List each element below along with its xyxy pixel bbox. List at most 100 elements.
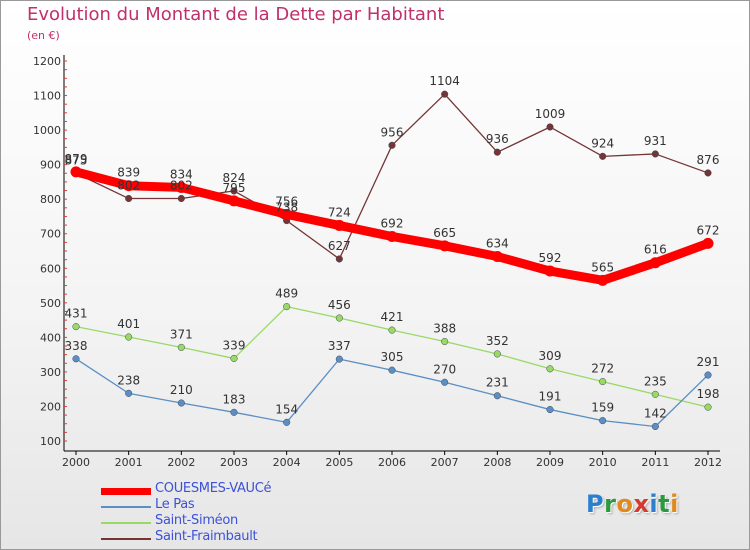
data-point: [283, 418, 291, 426]
data-point: [651, 390, 659, 398]
data-label: 616: [644, 243, 667, 257]
logo-letter: i: [649, 490, 659, 518]
data-label: 489: [275, 287, 298, 301]
legend-label: Saint-Fraimbault: [155, 529, 258, 544]
data-point: [72, 355, 80, 363]
legend-swatch: [101, 506, 151, 508]
data-label: 756: [275, 194, 298, 208]
y-tick-label: 1200: [33, 55, 61, 68]
logo-letter: o: [616, 490, 634, 518]
x-tick-label: 2010: [589, 456, 617, 469]
legend-swatch: [101, 522, 151, 524]
x-tick-label: 2011: [641, 456, 669, 469]
data-point: [125, 389, 133, 397]
data-point: [491, 251, 503, 263]
y-tick-label: 800: [40, 193, 61, 206]
data-point: [125, 333, 133, 341]
legend-label: Le Pas: [155, 497, 195, 512]
data-label: 337: [328, 339, 351, 353]
logo-letter: P: [586, 490, 605, 518]
data-point: [599, 378, 607, 386]
data-point: [546, 123, 554, 131]
legend-label: COUESMES-VAUCé: [155, 481, 272, 496]
data-point: [228, 195, 240, 207]
data-label: 388: [433, 322, 456, 336]
logo-letter: i: [670, 490, 679, 518]
data-label: 738: [275, 201, 298, 215]
data-label: 672: [697, 223, 720, 237]
data-label: 876: [697, 153, 720, 167]
data-label: 592: [539, 251, 562, 265]
data-point: [177, 343, 185, 351]
data-label: 198: [697, 387, 720, 401]
data-label: 305: [381, 350, 404, 364]
data-point: [388, 141, 396, 149]
chart-title: Evolution du Montant de la Dette par Hab…: [27, 4, 445, 25]
data-labels-layer: 875 802 802 824 738 627 956 1104 936 1009 924 931 87…: [65, 74, 720, 420]
data-point: [335, 255, 343, 263]
x-tick-label: 2007: [431, 456, 459, 469]
data-label: 627: [328, 239, 351, 253]
logo-letter: x: [633, 490, 650, 518]
series-layer: [70, 90, 714, 431]
data-point: [441, 337, 449, 346]
data-point: [125, 194, 133, 203]
data-point: [283, 303, 291, 311]
data-point: [335, 314, 343, 322]
y-tick-label: 100: [40, 435, 61, 448]
y-tick-label: 600: [40, 262, 61, 275]
legend-label: Saint-Siméon: [155, 513, 238, 528]
data-point: [123, 180, 135, 192]
data-point: [493, 350, 501, 358]
data-label: 210: [170, 383, 193, 397]
y-tick-label: 500: [40, 297, 61, 310]
data-point: [333, 219, 345, 231]
x-tick-label: 2003: [220, 456, 248, 469]
y-tick-label: 300: [40, 366, 61, 379]
data-label: 235: [644, 374, 667, 388]
data-label: 565: [591, 260, 614, 274]
x-tick-label: 2001: [115, 456, 143, 469]
y-tick-label: 1100: [33, 90, 61, 103]
data-label: 931: [644, 134, 667, 148]
y-tick-label: 400: [40, 331, 61, 344]
data-label: 154: [275, 402, 298, 416]
data-label: 339: [223, 338, 246, 352]
data-label: 802: [170, 178, 193, 192]
data-point: [72, 323, 80, 331]
y-tick-label: 900: [40, 159, 61, 172]
data-label: 272: [591, 362, 614, 376]
data-point: [546, 365, 554, 373]
data-label: 879: [65, 152, 88, 166]
data-label: 238: [117, 373, 140, 387]
data-point: [439, 240, 451, 252]
data-point: [599, 152, 607, 160]
data-label: 936: [486, 132, 509, 146]
y-tick-label: 1000: [33, 124, 61, 137]
data-label: 724: [328, 205, 351, 219]
x-tick-label: 2006: [378, 456, 406, 469]
data-point: [702, 237, 714, 249]
data-point: [175, 181, 187, 193]
data-point: [230, 187, 238, 195]
data-label: 371: [170, 327, 193, 341]
data-label: 456: [328, 298, 351, 312]
data-label: 634: [486, 237, 509, 251]
data-label: 956: [381, 125, 404, 139]
legend-swatch: [101, 487, 151, 495]
data-point: [651, 150, 659, 158]
data-point: [544, 265, 556, 277]
data-label: 291: [697, 355, 720, 369]
data-label: 431: [65, 307, 88, 321]
data-label: 183: [223, 392, 246, 406]
data-label: 421: [381, 310, 404, 324]
data-label: 159: [591, 401, 614, 415]
data-point: [599, 417, 607, 425]
data-label: 875: [65, 153, 88, 167]
x-tick-label: 2002: [167, 456, 195, 469]
data-point: [493, 148, 501, 156]
data-point: [704, 169, 712, 177]
y-tick-label: 700: [40, 228, 61, 241]
